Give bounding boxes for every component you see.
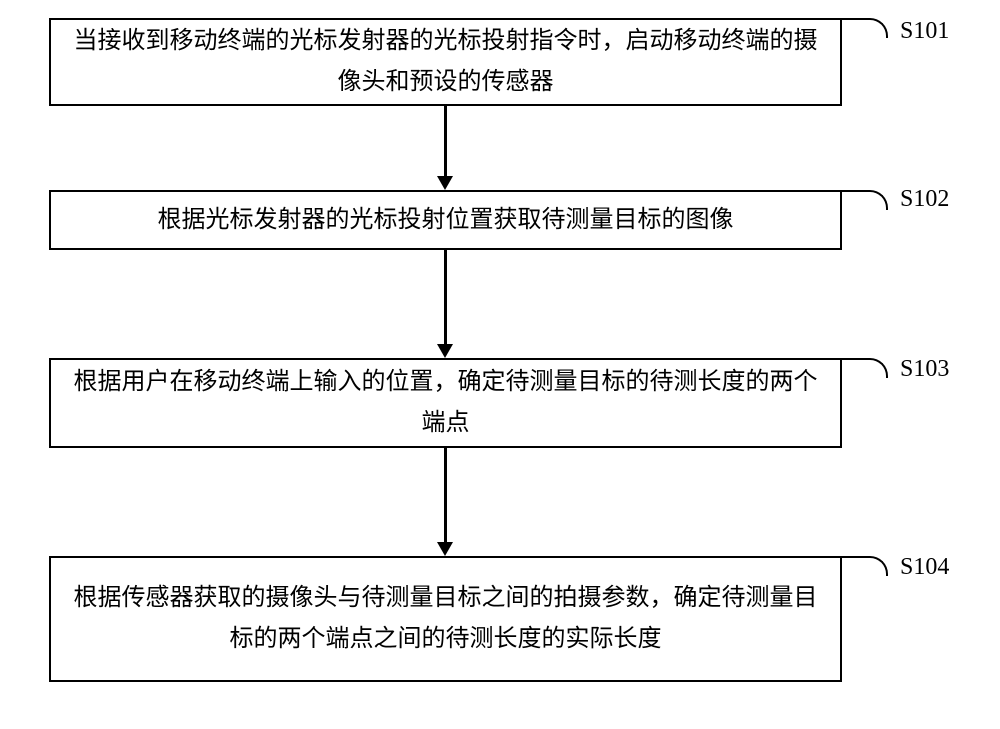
step-box-s101: 当接收到移动终端的光标发射器的光标投射指令时，启动移动终端的摄像头和预设的传感器	[49, 18, 842, 106]
step-text-s104: 根据传感器获取的摄像头与待测量目标之间的拍摄参数，确定待测量目标的两个端点之间的…	[71, 578, 820, 660]
arrow-line-3	[444, 448, 447, 544]
flowchart-container: 当接收到移动终端的光标发射器的光标投射指令时，启动移动终端的摄像头和预设的传感器…	[0, 0, 1000, 729]
arrow-head-2	[437, 344, 453, 358]
step-label-s101: S101	[900, 18, 949, 45]
step-text-s101: 当接收到移动终端的光标发射器的光标投射指令时，启动移动终端的摄像头和预设的传感器	[71, 21, 820, 103]
step-box-s104: 根据传感器获取的摄像头与待测量目标之间的拍摄参数，确定待测量目标的两个端点之间的…	[49, 556, 842, 682]
step-box-s102: 根据光标发射器的光标投射位置获取待测量目标的图像	[49, 190, 842, 250]
step-label-s102: S102	[900, 186, 949, 213]
step-label-s104: S104	[900, 554, 949, 581]
step-text-s102: 根据光标发射器的光标投射位置获取待测量目标的图像	[71, 200, 820, 241]
connector-s101	[842, 18, 888, 38]
arrow-line-1	[444, 106, 447, 178]
arrow-head-3	[437, 542, 453, 556]
step-label-s103: S103	[900, 356, 949, 383]
arrow-line-2	[444, 250, 447, 346]
connector-s102	[842, 190, 888, 210]
step-box-s103: 根据用户在移动终端上输入的位置，确定待测量目标的待测长度的两个端点	[49, 358, 842, 448]
connector-s104	[842, 556, 888, 576]
connector-s103	[842, 358, 888, 378]
step-text-s103: 根据用户在移动终端上输入的位置，确定待测量目标的待测长度的两个端点	[71, 362, 820, 444]
arrow-head-1	[437, 176, 453, 190]
